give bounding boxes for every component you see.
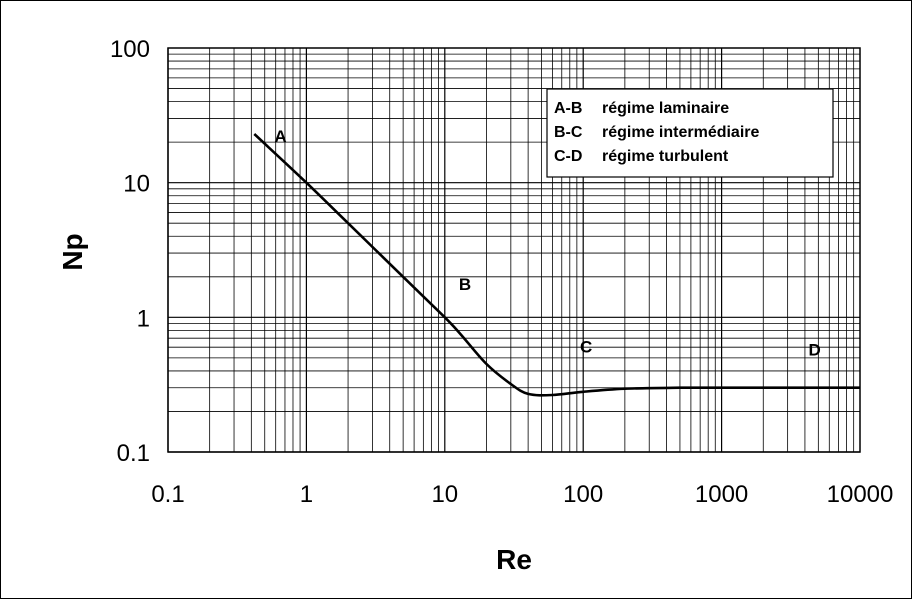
x-tick-label: 10 [431, 481, 458, 508]
plot-area [167, 47, 861, 453]
x-axis-label: Re [496, 544, 532, 575]
legend-key: B-C [554, 124, 583, 141]
legend-label: régime turbulent [602, 148, 729, 165]
annotation-c: C [580, 337, 592, 356]
y-axis-label: Np [57, 233, 88, 270]
y-tick-label: 10 [123, 171, 150, 198]
point-annotations: A B C D [274, 127, 820, 359]
annotation-a: A [274, 127, 286, 146]
annotation-b: B [459, 275, 471, 294]
x-tick-label: 1 [300, 481, 313, 508]
y-tick-label: 1 [137, 305, 150, 332]
annotation-d: D [808, 341, 820, 360]
y-tick-label: 0.1 [117, 440, 150, 467]
x-tick-label: 0.1 [151, 481, 184, 508]
legend-label: régime intermédiaire [602, 124, 760, 141]
legend-label: régime laminaire [602, 100, 729, 117]
np-curve [253, 133, 860, 397]
y-tick-labels: 100 10 1 0.1 [110, 36, 150, 467]
y-tick-label: 100 [110, 36, 150, 63]
legend-key: C-D [554, 148, 582, 165]
x-tick-label: 100 [563, 481, 603, 508]
x-tick-label: 1000 [695, 481, 748, 508]
legend-key: A-B [554, 100, 582, 117]
legend: A-B régime laminaire B-C régime intermédiai… [546, 88, 834, 178]
x-tick-labels: 0.1 1 10 100 1000 10000 [151, 481, 893, 508]
legend-box [546, 88, 834, 178]
x-tick-label: 10000 [827, 481, 894, 508]
